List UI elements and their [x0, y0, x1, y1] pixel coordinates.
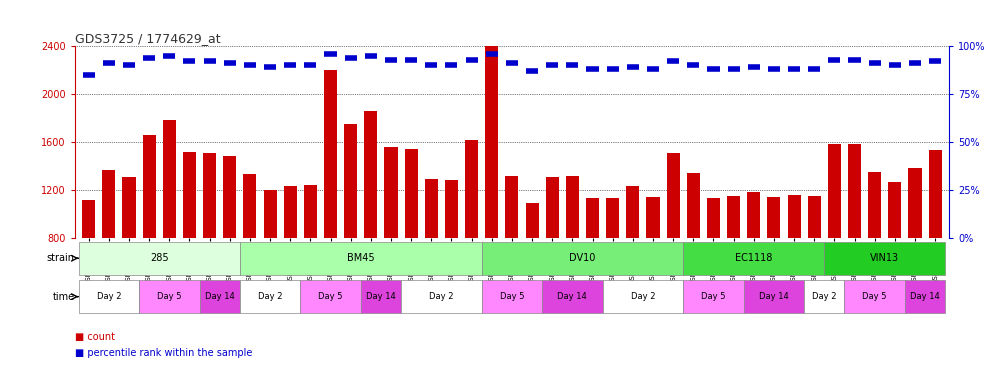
Bar [868, 172, 882, 238]
Bar [546, 177, 559, 238]
Bar [405, 149, 417, 238]
Text: EC1118: EC1118 [736, 253, 772, 263]
Text: Day 14: Day 14 [911, 292, 940, 301]
Bar [263, 190, 276, 238]
Text: strain: strain [47, 253, 75, 263]
Bar [482, 280, 542, 313]
Bar [824, 242, 945, 275]
Bar [905, 280, 945, 313]
Bar [566, 176, 579, 238]
Bar [626, 187, 639, 238]
Bar [300, 280, 361, 313]
Text: BM45: BM45 [347, 253, 375, 263]
Bar [200, 280, 240, 313]
Bar [203, 153, 216, 238]
Bar [244, 174, 256, 238]
Bar [526, 203, 539, 238]
Bar [224, 157, 237, 238]
Bar [79, 242, 240, 275]
Bar [767, 197, 780, 238]
Bar [485, 45, 498, 238]
Bar [889, 182, 902, 238]
Bar [240, 280, 300, 313]
Bar [139, 280, 200, 313]
Text: Day 14: Day 14 [366, 292, 396, 301]
Bar [848, 144, 861, 238]
Bar [646, 197, 660, 238]
Text: ■ percentile rank within the sample: ■ percentile rank within the sample [75, 348, 251, 358]
Bar [163, 121, 176, 238]
Bar [424, 179, 437, 238]
Bar [83, 200, 95, 238]
Text: Day 5: Day 5 [318, 292, 343, 301]
Bar [602, 280, 683, 313]
Bar [183, 152, 196, 238]
Text: Day 14: Day 14 [759, 292, 789, 301]
Text: VIN13: VIN13 [870, 253, 900, 263]
Text: DV10: DV10 [570, 253, 595, 263]
Text: Day 5: Day 5 [863, 292, 887, 301]
Bar [505, 176, 519, 238]
Bar [804, 280, 845, 313]
Bar [445, 180, 458, 238]
Bar [240, 242, 482, 275]
Bar [586, 199, 599, 238]
Bar [142, 135, 156, 238]
Bar [667, 153, 680, 238]
Bar [787, 195, 800, 238]
Bar [845, 280, 905, 313]
Text: Day 2: Day 2 [429, 292, 453, 301]
Bar [283, 187, 297, 238]
Text: Day 2: Day 2 [96, 292, 121, 301]
Text: time: time [53, 291, 75, 302]
Text: Day 5: Day 5 [157, 292, 182, 301]
Text: GDS3725 / 1774629_at: GDS3725 / 1774629_at [75, 32, 221, 45]
Bar [744, 280, 804, 313]
Bar [102, 170, 115, 238]
Bar [747, 192, 760, 238]
Bar [344, 124, 357, 238]
Bar [542, 280, 602, 313]
Text: Day 2: Day 2 [812, 292, 837, 301]
Text: Day 14: Day 14 [205, 292, 235, 301]
Bar [304, 185, 317, 238]
Bar [928, 151, 941, 238]
Bar [687, 173, 700, 238]
Bar [828, 144, 841, 238]
Text: Day 5: Day 5 [500, 292, 524, 301]
Bar [808, 196, 821, 238]
Bar [361, 280, 401, 313]
Text: ■ count: ■ count [75, 332, 114, 342]
Text: Day 2: Day 2 [257, 292, 282, 301]
Bar [606, 199, 619, 238]
Bar [324, 70, 337, 238]
Text: 285: 285 [150, 253, 169, 263]
Bar [401, 280, 482, 313]
Bar [482, 242, 683, 275]
Bar [909, 169, 921, 238]
Bar [727, 196, 741, 238]
Text: Day 14: Day 14 [558, 292, 587, 301]
Bar [364, 111, 378, 238]
Bar [79, 280, 139, 313]
Bar [465, 140, 478, 238]
Bar [385, 147, 398, 238]
Bar [122, 177, 135, 238]
Bar [683, 280, 744, 313]
Bar [707, 199, 720, 238]
Bar [683, 242, 824, 275]
Text: Day 5: Day 5 [701, 292, 726, 301]
Text: Day 2: Day 2 [630, 292, 655, 301]
